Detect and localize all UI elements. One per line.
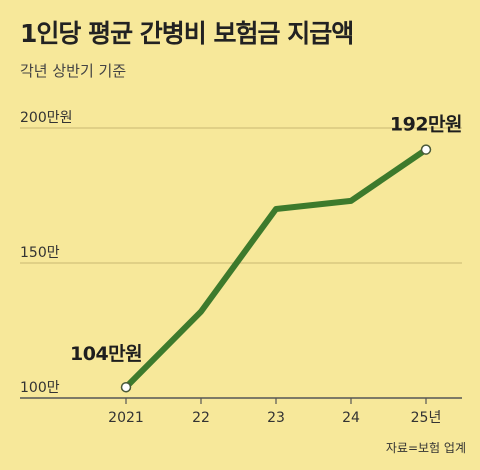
y-axis-ticks: 200만원 150만 100만: [20, 110, 72, 396]
series-line: [123, 146, 429, 391]
x-tick-label: 22: [192, 410, 210, 426]
chart-title: 1인당 평균 간병비 보험금 지급액: [20, 19, 354, 48]
chart-subtitle: 각년 상반기 기준: [20, 62, 127, 80]
x-tick-label: 2021: [108, 410, 144, 426]
y-tick-label: 100만: [20, 380, 60, 396]
gridlines: [20, 127, 462, 399]
data-label: 192만원: [390, 114, 462, 136]
annotations: 104만원 192만원: [70, 114, 463, 366]
data-point-marker: [420, 144, 432, 155]
markers: [120, 144, 432, 393]
data-label: 104만원: [70, 343, 142, 365]
x-tick-label: 24: [342, 410, 360, 426]
data-point-marker: [120, 381, 132, 393]
source-note: 자료=보험 업계: [385, 441, 466, 455]
x-axis-ticks: 2021 22 23 24 25년: [108, 398, 441, 426]
series-layer: [123, 146, 429, 391]
x-tick-label: 23: [267, 410, 285, 426]
y-tick-label: 150만: [20, 245, 60, 261]
x-tick-label: 25년: [411, 410, 442, 426]
y-tick-label: 200만원: [20, 110, 72, 126]
